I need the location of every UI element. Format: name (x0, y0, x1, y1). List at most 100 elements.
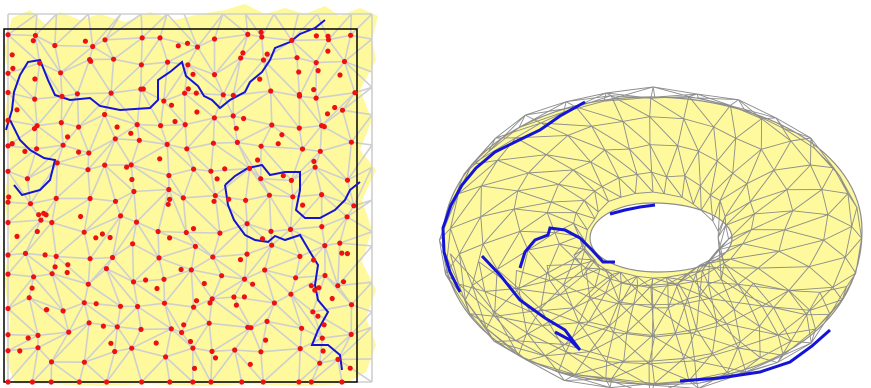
torus-mesh-edge (823, 239, 846, 258)
torus-mesh-edge (808, 256, 846, 268)
torus-mesh-edge (717, 200, 721, 232)
sample-point (322, 272, 328, 279)
torus-mesh-edge (856, 207, 863, 239)
sample-point (111, 56, 117, 62)
torus-mesh-edge (713, 126, 718, 162)
sample-point (5, 332, 11, 338)
sample-point (316, 285, 322, 291)
mesh-edge (327, 39, 346, 62)
sample-point (311, 257, 317, 263)
torus-mesh-edge (526, 332, 567, 353)
torus-mesh-edge (494, 341, 545, 357)
mesh-edge (273, 302, 303, 329)
sample-point (190, 345, 196, 351)
sample-point (245, 324, 251, 330)
torus-mesh-edge (450, 185, 482, 229)
mesh-edge (39, 62, 61, 74)
torus-mesh-edge (651, 284, 654, 309)
mesh-edge (211, 298, 252, 329)
torus-mesh-edge (582, 275, 596, 288)
mesh-edge (266, 320, 301, 350)
torus-mesh-edge (725, 225, 730, 240)
mesh-edge (167, 61, 189, 66)
torus-mesh-edge (844, 237, 862, 258)
mesh-edge (321, 193, 348, 218)
mesh-edge (37, 347, 53, 363)
sample-point (299, 325, 305, 331)
sample-point (139, 35, 145, 41)
torus-mesh-edge (608, 196, 622, 202)
torus-mesh-edge (514, 270, 517, 289)
mesh-edge (341, 92, 356, 111)
torus-mesh-edge (527, 249, 548, 274)
torus-mesh-edge (651, 332, 676, 362)
torus-mesh-edge (515, 288, 560, 296)
sample-point (168, 326, 174, 332)
sample-point (315, 313, 321, 319)
torus-mesh-edge (808, 239, 825, 267)
torus-mesh-edge (651, 335, 653, 362)
torus-mesh-edge (594, 286, 606, 293)
torus-mesh-edge (585, 267, 611, 280)
torus-mesh-edge (495, 122, 541, 139)
torus-mesh-edge (652, 332, 676, 336)
mesh-edge (158, 257, 165, 280)
sample-point (124, 164, 130, 170)
mesh-edge (244, 13, 249, 35)
torus-mesh-edge (832, 287, 843, 301)
torus-mesh-edge (784, 229, 824, 241)
torus-mesh-edge (567, 135, 592, 163)
mesh-edge (324, 216, 348, 247)
mesh-edge (291, 38, 329, 42)
sample-point (250, 281, 256, 287)
mesh-edge (270, 90, 300, 97)
torus-mesh-edge (557, 371, 565, 381)
torus-mesh-edge (744, 294, 760, 327)
sample-point (241, 294, 247, 300)
mesh-edge (113, 37, 143, 60)
boundary-path (224, 163, 361, 219)
torus-mesh-edge (827, 193, 849, 216)
sample-point (241, 115, 247, 122)
torus-mesh-edge (566, 95, 612, 103)
torus-mesh-edge (584, 200, 599, 213)
mesh-edge (7, 119, 38, 127)
torus-mesh-edge (792, 189, 823, 212)
sample-point (29, 285, 35, 291)
torus-mesh-edge (652, 307, 669, 336)
torus-mesh-edge (708, 283, 735, 310)
sample-point (210, 254, 216, 260)
sample-point (324, 111, 331, 117)
mesh-edge (347, 166, 373, 181)
mesh-edge (24, 221, 53, 254)
mesh-edge (56, 152, 90, 164)
torus-mesh-edge (790, 314, 808, 342)
torus-mesh-edge (723, 263, 754, 284)
mesh-edge (196, 46, 216, 76)
torus-mesh-edge (724, 201, 751, 217)
mesh-edge (33, 272, 53, 278)
torus-mesh-edge (788, 290, 820, 293)
torus-mesh-edge (515, 122, 542, 139)
sample-point (293, 275, 299, 281)
torus-mesh-edge (575, 106, 593, 127)
sample-point (269, 122, 275, 128)
torus-mesh-edge (732, 172, 748, 185)
sample-point (312, 164, 318, 170)
mesh-edge (212, 256, 223, 277)
torus-mesh-edge (551, 201, 577, 214)
torus-mesh-edge (726, 305, 763, 325)
mesh-edge (186, 148, 212, 172)
mesh-edge (312, 303, 352, 313)
sample-point (163, 354, 169, 360)
torus-mesh-edge (832, 272, 857, 288)
mesh-edge (163, 279, 166, 304)
sample-point (287, 226, 294, 232)
torus-mesh-edge (777, 340, 792, 363)
torus-mesh-edge (696, 93, 699, 99)
torus-mesh-edge (587, 218, 596, 230)
torus-mesh-edge (514, 201, 552, 210)
mesh-edge (222, 13, 249, 36)
torus-mesh-edge (694, 360, 746, 373)
torus-mesh-edge (610, 95, 650, 118)
